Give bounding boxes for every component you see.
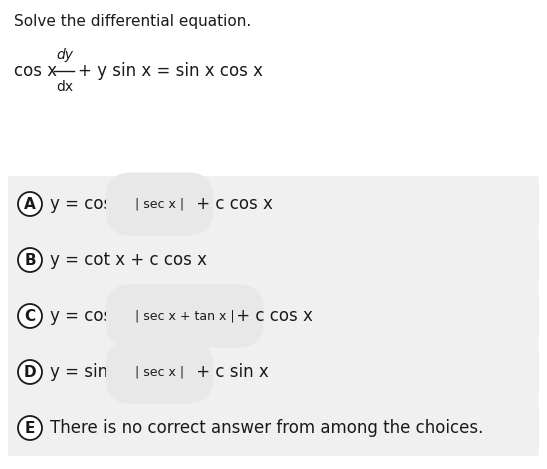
Circle shape: [18, 304, 42, 328]
Text: y = cos x ln: y = cos x ln: [50, 195, 148, 213]
Text: | sec x |: | sec x |: [131, 365, 188, 378]
Text: D: D: [24, 364, 36, 379]
Text: B: B: [24, 252, 36, 267]
Text: + c cos x: + c cos x: [191, 195, 273, 213]
Text: dx: dx: [56, 80, 73, 94]
Circle shape: [18, 248, 42, 272]
Text: cos x: cos x: [14, 62, 57, 80]
Circle shape: [18, 192, 42, 216]
FancyBboxPatch shape: [8, 232, 539, 288]
Text: y = cot x + c cos x: y = cot x + c cos x: [50, 251, 207, 269]
Text: | sec x + tan x |: | sec x + tan x |: [131, 310, 238, 323]
Text: E: E: [25, 421, 35, 436]
Text: + y sin x = sin x cos x: + y sin x = sin x cos x: [78, 62, 263, 80]
Text: C: C: [25, 309, 36, 324]
Text: | sec x |: | sec x |: [131, 197, 188, 211]
FancyBboxPatch shape: [8, 176, 539, 232]
FancyBboxPatch shape: [8, 400, 539, 456]
Circle shape: [18, 360, 42, 384]
Text: + c cos x: + c cos x: [231, 307, 313, 325]
Circle shape: [18, 416, 42, 440]
Text: Solve the differential equation.: Solve the differential equation.: [14, 14, 251, 29]
Text: y = cos x ln: y = cos x ln: [50, 307, 148, 325]
Text: + c sin x: + c sin x: [191, 363, 269, 381]
FancyBboxPatch shape: [8, 288, 539, 344]
Text: dy: dy: [56, 48, 73, 62]
Text: y = sin x ln: y = sin x ln: [50, 363, 144, 381]
Text: There is no correct answer from among the choices.: There is no correct answer from among th…: [50, 419, 484, 437]
FancyBboxPatch shape: [8, 344, 539, 400]
Text: A: A: [24, 197, 36, 212]
